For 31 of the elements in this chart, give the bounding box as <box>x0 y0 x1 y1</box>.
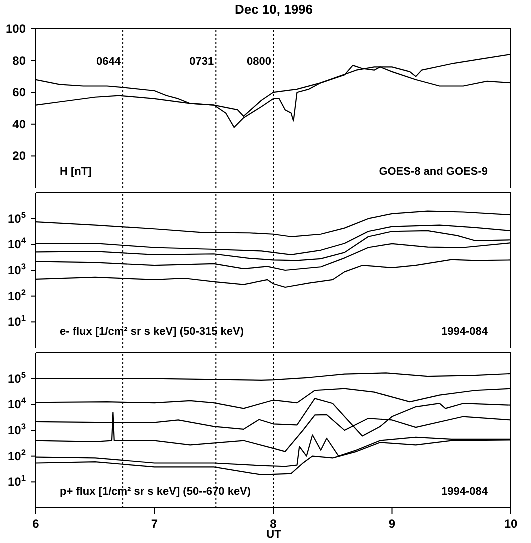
x-tick-label: 7 <box>151 517 158 531</box>
x-axis-title: UT <box>266 529 282 541</box>
x-tick-label: 6 <box>32 517 40 531</box>
annotation: 1994-084 <box>442 486 488 498</box>
y-tick-label: 10$^{3}$ <box>8 422 26 438</box>
y-tick-label: 10$^{1}$ <box>8 313 26 330</box>
annotation: 0644 <box>96 56 122 68</box>
annotation: H [nT] <box>60 166 92 178</box>
annotation: p+ flux [1/cm² sr s keV] (50--670 keV) <box>60 486 252 498</box>
annotation: e- flux [1/cm² sr s keV] (50-315 keV) <box>60 326 244 338</box>
y-tick-label: 10$^{5}$ <box>8 370 26 386</box>
y-tick-label: 10$^{1}$ <box>8 473 26 490</box>
annotation: 0800 <box>247 56 272 68</box>
y-tick-label: 10$^{2}$ <box>8 287 26 304</box>
y-tick-label: 60 <box>12 86 26 100</box>
y-tick-label: 20 <box>12 149 26 164</box>
x-tick-label: 10 <box>504 517 518 531</box>
y-tick-label: 10$^{5}$ <box>8 210 26 226</box>
annotation: GOES-8 and GOES-9 <box>379 166 488 178</box>
y-tick-label: 10$^{3}$ <box>8 262 26 278</box>
y-tick-label: 10$^{4}$ <box>8 236 26 252</box>
y-tick-label: 80 <box>12 54 26 68</box>
y-tick-label: 100 <box>6 22 26 36</box>
y-tick-label: 10$^{4}$ <box>8 396 26 412</box>
y-tick-label: 10$^{2}$ <box>8 447 26 464</box>
x-tick-label: 9 <box>388 517 396 531</box>
y-tick-label: 40 <box>12 117 26 132</box>
annotation: 1994-084 <box>442 326 488 338</box>
annotation: 0731 <box>190 56 214 68</box>
x-tick-label: 8 <box>270 517 278 531</box>
chart-title: Dec 10, 1996 <box>234 2 314 17</box>
